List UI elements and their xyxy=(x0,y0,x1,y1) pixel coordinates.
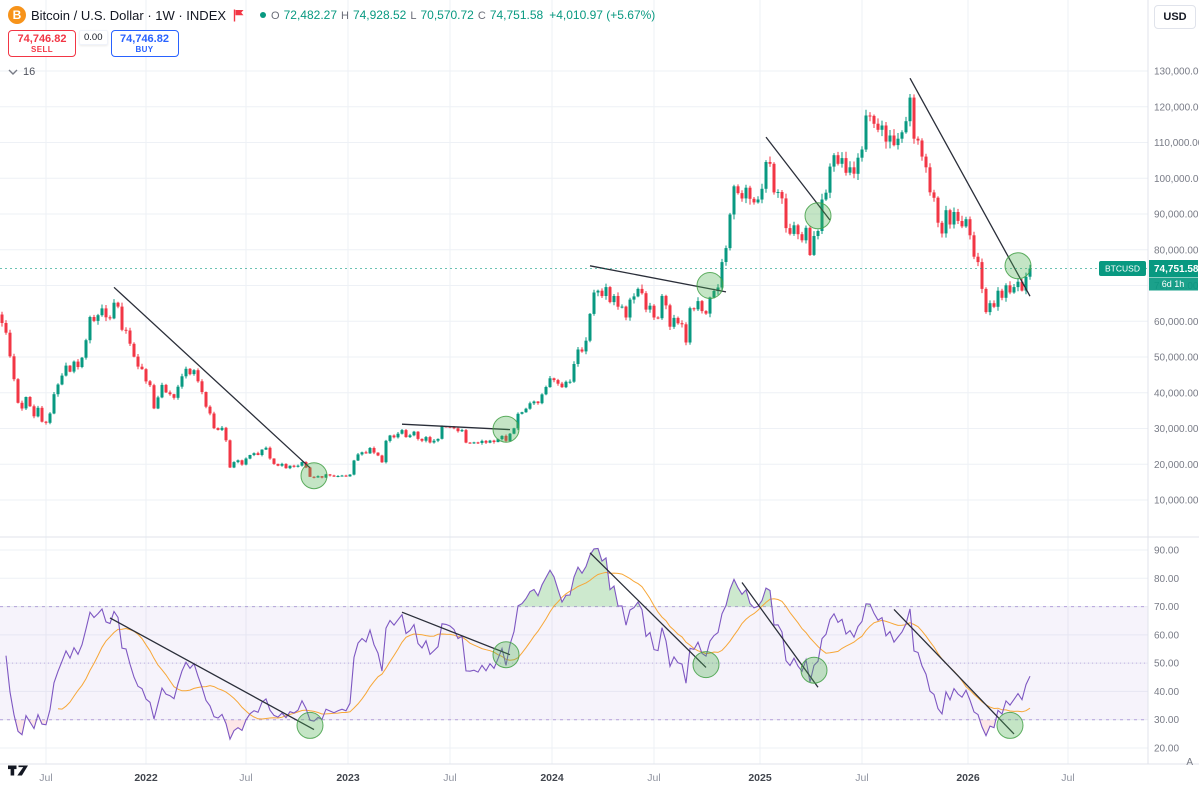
svg-text:Jul: Jul xyxy=(647,772,660,784)
svg-text:Jul: Jul xyxy=(443,772,456,784)
legend-collapse-button[interactable]: 16 xyxy=(8,66,655,78)
currency-toggle-button[interactable]: USD xyxy=(1154,5,1196,29)
candlestick-series xyxy=(0,94,1032,479)
svg-text:2024: 2024 xyxy=(540,772,564,784)
svg-text:20.00: 20.00 xyxy=(1154,744,1179,755)
low-key: L xyxy=(410,10,417,22)
ohlc-values: O 72,482.27 H 74,928.52 L 70,570.72 C 74… xyxy=(271,8,655,22)
svg-text:90.00: 90.00 xyxy=(1154,546,1179,557)
spread-value: 0.00 xyxy=(79,30,108,45)
trade-buttons: 74,746.82 SELL 0.00 74,746.82 BUY xyxy=(8,30,655,57)
svg-text:10,000.00: 10,000.00 xyxy=(1154,496,1199,507)
market-status-icon xyxy=(260,12,267,18)
svg-text:50.00: 50.00 xyxy=(1154,659,1179,670)
close-value: 74,751.58 xyxy=(489,8,544,22)
svg-text:100,000.00: 100,000.00 xyxy=(1154,174,1199,185)
svg-text:Jul: Jul xyxy=(855,772,868,784)
open-key: O xyxy=(271,10,280,22)
svg-text:60,000.00: 60,000.00 xyxy=(1154,317,1199,328)
symbol-info-row: B Bitcoin / U.S. Dollar · 1W · INDEX O 7… xyxy=(8,5,655,25)
close-key: C xyxy=(477,10,486,22)
price-axis[interactable]: 130,000.00 120,000.00 110,000.00 100,000.00… xyxy=(1154,67,1199,755)
svg-text:60.00: 60.00 xyxy=(1154,630,1179,641)
svg-text:130,000.00: 130,000.00 xyxy=(1154,67,1199,78)
grid-lines xyxy=(0,0,1148,764)
svg-text:40.00: 40.00 xyxy=(1154,687,1179,698)
tradingview-logo[interactable] xyxy=(8,763,32,783)
svg-text:80,000.00: 80,000.00 xyxy=(1154,245,1199,256)
buy-button[interactable]: 74,746.82 BUY xyxy=(110,30,179,57)
svg-text:20,000.00: 20,000.00 xyxy=(1154,460,1199,471)
svg-text:30,000.00: 30,000.00 xyxy=(1154,424,1199,435)
chevron-down-icon xyxy=(8,69,18,75)
open-value: 72,482.27 xyxy=(283,8,337,22)
last-price-tag: BTCUSD 74,751.58 6d 1h xyxy=(1099,260,1199,291)
svg-text:110,000.00: 110,000.00 xyxy=(1154,138,1199,149)
svg-text:30.00: 30.00 xyxy=(1154,715,1179,726)
svg-text:50,000.00: 50,000.00 xyxy=(1154,353,1199,364)
svg-text:Jul: Jul xyxy=(1061,772,1074,784)
svg-text:Jul: Jul xyxy=(39,772,52,784)
svg-text:2022: 2022 xyxy=(134,772,158,784)
svg-text:40,000.00: 40,000.00 xyxy=(1154,388,1199,399)
axis-corner-label[interactable]: A xyxy=(1186,757,1193,768)
change-value: +4,010.97 (+5.67%) xyxy=(549,8,656,22)
high-key: H xyxy=(341,10,349,22)
svg-text:6d 1h: 6d 1h xyxy=(1162,279,1185,289)
symbol-legend: B Bitcoin / U.S. Dollar · 1W · INDEX O 7… xyxy=(8,5,655,78)
svg-text:80.00: 80.00 xyxy=(1154,574,1179,585)
trendline-annotations[interactable] xyxy=(0,77,1148,735)
symbol-title[interactable]: Bitcoin / U.S. Dollar · 1W · INDEX xyxy=(31,7,227,23)
svg-text:120,000.00: 120,000.00 xyxy=(1154,102,1199,113)
buy-price: 74,746.82 xyxy=(120,33,169,45)
sell-price: 74,746.82 xyxy=(17,33,67,45)
buy-label: BUY xyxy=(135,45,154,54)
svg-text:70.00: 70.00 xyxy=(1154,602,1179,613)
sell-button[interactable]: 74,746.82 SELL xyxy=(8,30,76,57)
svg-text:2026: 2026 xyxy=(956,772,980,784)
rsi-indicator-lines xyxy=(5,547,1031,741)
high-value: 74,928.52 xyxy=(352,8,407,22)
svg-text:2023: 2023 xyxy=(336,772,360,784)
highlight-circles[interactable] xyxy=(296,202,1032,739)
collapsed-count: 16 xyxy=(23,66,36,78)
svg-text:90,000.00: 90,000.00 xyxy=(1154,210,1199,221)
sell-label: SELL xyxy=(30,45,54,54)
rsi-band xyxy=(0,606,1148,721)
svg-text:74,751.58: 74,751.58 xyxy=(1154,264,1199,275)
bitcoin-logo: B xyxy=(8,6,26,24)
svg-text:BTCUSD: BTCUSD xyxy=(1105,264,1140,274)
svg-text:Jul: Jul xyxy=(239,772,252,784)
low-value: 70,570.72 xyxy=(420,8,474,22)
svg-text:2025: 2025 xyxy=(748,772,772,784)
pane-separators xyxy=(0,0,1199,765)
flag-icon[interactable] xyxy=(233,9,245,22)
time-axis[interactable]: Jul 2022 Jul 2023 Jul 2024 Jul 2025 Jul 2026 Jul xyxy=(39,772,1074,784)
